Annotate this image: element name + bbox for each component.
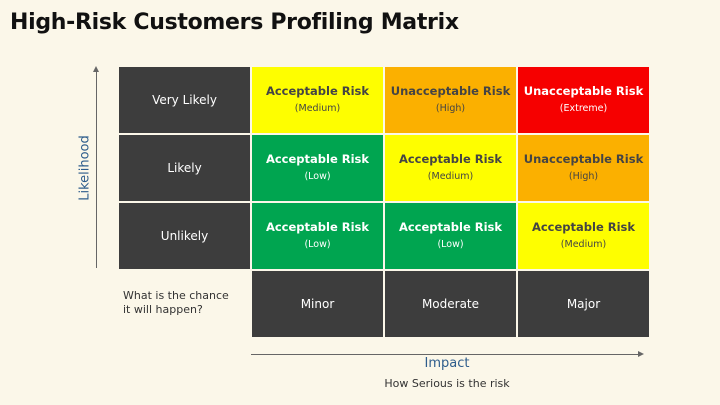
risk-label: Acceptable Risk — [398, 152, 503, 166]
likelihood-axis-arrow-icon — [93, 66, 99, 72]
risk-level: (Medium) — [294, 103, 341, 114]
matrix-cell: Acceptable Risk (Medium) — [252, 67, 383, 133]
risk-label: Acceptable Risk — [531, 220, 636, 234]
matrix-cell: Acceptable Risk (Medium) — [385, 135, 516, 201]
risk-label: Acceptable Risk — [265, 84, 370, 98]
risk-matrix: Very Likely Acceptable Risk (Medium) Una… — [119, 67, 649, 337]
impact-axis-line — [251, 354, 639, 355]
row-header-likely: Likely — [119, 135, 250, 201]
matrix-cell: Unacceptable Risk (High) — [385, 67, 516, 133]
likelihood-question: What is the chance it will happen? — [119, 271, 250, 337]
likelihood-question-text: What is the chance it will happen? — [123, 289, 229, 316]
impact-axis-label: Impact — [424, 356, 470, 371]
risk-level: (Extreme) — [559, 103, 608, 114]
risk-label: Acceptable Risk — [398, 220, 503, 234]
risk-level: (Low) — [304, 171, 331, 182]
risk-level: (High) — [435, 103, 466, 114]
risk-level: (High) — [568, 171, 599, 182]
risk-level: (Medium) — [427, 171, 474, 182]
row-header-unlikely: Unlikely — [119, 203, 250, 269]
risk-level: (Low) — [304, 239, 331, 250]
risk-label: Acceptable Risk — [265, 220, 370, 234]
risk-label: Unacceptable Risk — [523, 84, 644, 98]
risk-label: Acceptable Risk — [265, 152, 370, 166]
likelihood-axis-label: Likelihood — [77, 135, 93, 201]
column-header-minor: Minor — [252, 271, 383, 337]
likelihood-axis-line — [96, 70, 97, 268]
column-header-major: Major — [518, 271, 649, 337]
risk-label: Unacceptable Risk — [390, 84, 511, 98]
risk-label: Unacceptable Risk — [523, 152, 644, 166]
page-title: High-Risk Customers Profiling Matrix — [10, 10, 459, 35]
row-header-very-likely: Very Likely — [119, 67, 250, 133]
matrix-cell: Acceptable Risk (Low) — [385, 203, 516, 269]
impact-axis-sublabel: How Serious is the risk — [384, 377, 510, 390]
matrix-cell: Unacceptable Risk (High) — [518, 135, 649, 201]
impact-axis-arrow-icon — [638, 351, 644, 357]
risk-level: (Medium) — [560, 239, 607, 250]
risk-level: (Low) — [437, 239, 464, 250]
matrix-cell: Acceptable Risk (Medium) — [518, 203, 649, 269]
matrix-cell: Unacceptable Risk (Extreme) — [518, 67, 649, 133]
matrix-cell: Acceptable Risk (Low) — [252, 203, 383, 269]
column-header-moderate: Moderate — [385, 271, 516, 337]
matrix-cell: Acceptable Risk (Low) — [252, 135, 383, 201]
